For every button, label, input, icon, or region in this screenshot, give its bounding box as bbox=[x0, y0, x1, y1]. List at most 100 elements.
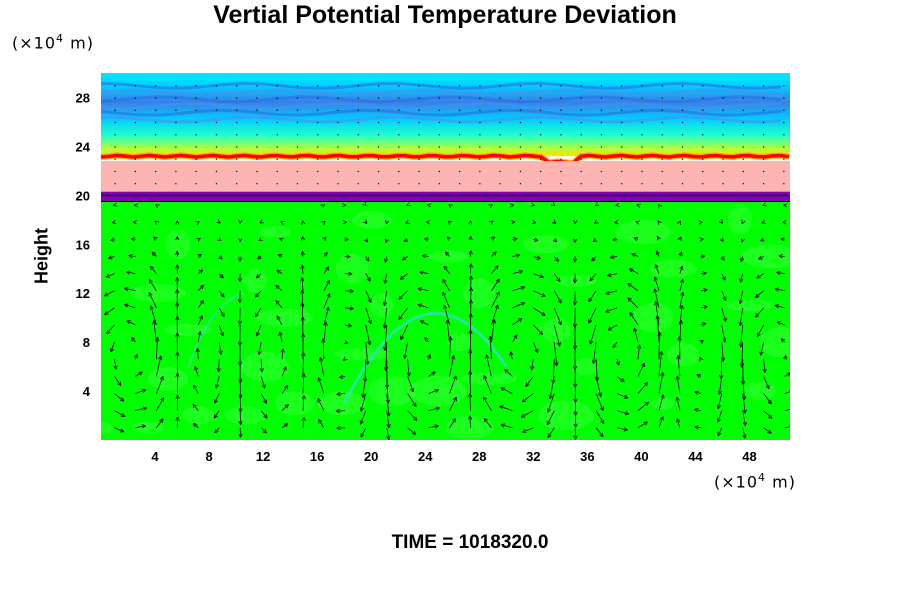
vector-arrow-head bbox=[467, 393, 473, 398]
vector-arrow bbox=[383, 290, 388, 306]
vector-arrow-head bbox=[154, 220, 159, 225]
vector-arrow-head bbox=[614, 220, 619, 225]
vector-arrow bbox=[588, 290, 597, 303]
vector-dot bbox=[114, 97, 116, 99]
vector-arrow-head bbox=[511, 220, 516, 225]
vector-arrow bbox=[386, 393, 390, 417]
vector-dot bbox=[499, 134, 501, 136]
vector-arrow-head bbox=[301, 395, 306, 400]
vector-dot bbox=[560, 109, 562, 111]
vector-dot bbox=[702, 158, 704, 160]
vector-dot bbox=[256, 109, 258, 111]
vector-dot bbox=[377, 170, 380, 173]
vector-arrow bbox=[616, 359, 620, 366]
vector-arrow-head bbox=[591, 359, 596, 364]
vector-arrow bbox=[512, 334, 518, 343]
vector-arrow-head bbox=[765, 384, 770, 390]
vector-arrow bbox=[218, 290, 225, 298]
vector-dot bbox=[357, 121, 359, 124]
vector-arrow bbox=[595, 359, 598, 382]
vector-arrow-head bbox=[362, 201, 367, 207]
vector-arrow bbox=[150, 305, 157, 326]
vector-arrow bbox=[533, 307, 546, 316]
vector-dot bbox=[215, 146, 218, 148]
vector-arrow bbox=[114, 393, 125, 402]
vector-arrow bbox=[319, 357, 325, 377]
vector-dot bbox=[519, 134, 522, 136]
vector-arrow-head bbox=[653, 288, 658, 293]
vector-arrow bbox=[547, 393, 555, 413]
vector-dot bbox=[762, 170, 765, 173]
vector-arrow-head bbox=[701, 322, 707, 327]
vector-dot bbox=[155, 183, 157, 185]
vector-arrow-head bbox=[637, 344, 642, 349]
vector-arrow bbox=[218, 307, 225, 317]
vector-arrow bbox=[365, 290, 372, 303]
vector-dot bbox=[479, 134, 481, 136]
vector-arrow-head bbox=[365, 257, 370, 262]
vector-dot bbox=[337, 146, 339, 148]
vector-arrow-head bbox=[219, 273, 224, 279]
vector-dot bbox=[438, 146, 440, 148]
vector-arrow bbox=[721, 273, 726, 281]
vector-dot bbox=[134, 146, 136, 148]
field-blotch bbox=[574, 357, 598, 376]
vector-arrow-head bbox=[483, 417, 488, 423]
vector-arrow bbox=[281, 348, 284, 360]
vector-arrow-head bbox=[615, 361, 620, 366]
vector-arrow bbox=[756, 273, 764, 279]
vector-arrow bbox=[546, 410, 555, 426]
vector-dot bbox=[519, 170, 522, 173]
vector-arrow bbox=[740, 324, 744, 348]
vector-arrow bbox=[443, 265, 450, 274]
vector-arrow bbox=[255, 273, 262, 279]
vector-arrow-head bbox=[255, 332, 260, 337]
vector-arrow-head bbox=[363, 378, 368, 383]
vector-arrow bbox=[301, 277, 304, 291]
vector-arrow bbox=[254, 290, 262, 298]
vector-dot bbox=[641, 121, 643, 124]
vector-arrow-head bbox=[754, 313, 760, 318]
vector-arrow-head bbox=[703, 288, 708, 293]
vector-dot bbox=[296, 146, 299, 148]
vector-dot bbox=[296, 109, 299, 111]
vector-arrow bbox=[445, 251, 450, 257]
vector-dot bbox=[357, 134, 359, 136]
vector-arrow bbox=[198, 269, 203, 274]
vector-arrow bbox=[197, 331, 201, 343]
vector-arrow-head bbox=[572, 323, 577, 328]
vector-arrow bbox=[322, 338, 325, 360]
vector-arrow-head bbox=[489, 220, 494, 225]
vector-arrow bbox=[407, 410, 418, 421]
vector-arrow bbox=[151, 251, 157, 257]
vector-arrow bbox=[589, 324, 597, 345]
vector-arrow-head bbox=[599, 432, 604, 438]
vector-dot bbox=[600, 97, 603, 99]
vector-arrow-head bbox=[339, 374, 344, 379]
vector-arrow-head bbox=[300, 277, 305, 282]
vector-arrow-head bbox=[197, 331, 202, 336]
y-tick-label: 8 bbox=[83, 335, 90, 350]
vector-arrow-head bbox=[217, 237, 222, 242]
vector-arrow bbox=[742, 410, 746, 426]
vector-dot bbox=[600, 109, 603, 111]
vector-arrow bbox=[486, 354, 492, 377]
vector-arrow-head bbox=[196, 237, 201, 242]
vector-arrow-head bbox=[722, 317, 727, 322]
vector-arrow bbox=[679, 265, 683, 274]
vector-arrow bbox=[654, 288, 660, 308]
vector-dot bbox=[499, 109, 501, 111]
vector-arrow bbox=[741, 342, 744, 368]
vector-dot bbox=[783, 158, 785, 160]
vector-arrow-head bbox=[643, 421, 648, 426]
vector-dot bbox=[155, 97, 157, 99]
vector-arrow bbox=[763, 410, 773, 419]
field-blotch bbox=[538, 400, 594, 431]
vector-dot bbox=[681, 183, 684, 185]
vector-dot bbox=[641, 183, 643, 185]
vector-dot bbox=[681, 121, 684, 124]
vector-dot bbox=[600, 85, 603, 87]
vector-dot bbox=[418, 146, 420, 148]
vector-dot bbox=[702, 134, 704, 136]
vector-arrow bbox=[301, 289, 304, 308]
